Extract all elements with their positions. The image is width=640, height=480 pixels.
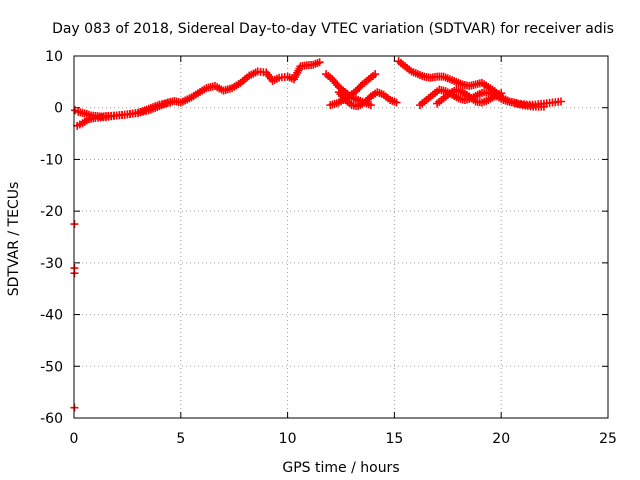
x-tick-label: 0 bbox=[70, 431, 79, 447]
x-tick-label: 10 bbox=[279, 431, 297, 447]
y-tick-label: 0 bbox=[54, 101, 63, 117]
series-track-B bbox=[73, 98, 175, 130]
data-point bbox=[497, 89, 506, 98]
grid bbox=[74, 56, 608, 418]
x-tick-label: 5 bbox=[176, 431, 185, 447]
y-tick-label: 10 bbox=[45, 49, 63, 65]
chart-title: Day 083 of 2018, Sidereal Day-to-day VTE… bbox=[52, 21, 614, 37]
y-tick-label: -10 bbox=[40, 152, 63, 168]
data-point bbox=[166, 98, 175, 107]
x-axis-label: GPS time / hours bbox=[282, 460, 399, 476]
y-tick-label: -60 bbox=[40, 411, 63, 427]
y-tick-label: -30 bbox=[40, 256, 63, 272]
y-tick-label: -40 bbox=[40, 308, 63, 324]
series-track-E bbox=[326, 70, 380, 110]
y-axis-label: SDTVAR / TECUs bbox=[6, 182, 22, 297]
y-tick-label: -50 bbox=[40, 359, 63, 375]
data-point bbox=[392, 98, 401, 107]
x-tick-label: 20 bbox=[492, 431, 510, 447]
data-points bbox=[70, 57, 566, 412]
data-point bbox=[366, 101, 375, 110]
data-point bbox=[315, 58, 324, 67]
x-tick-label: 25 bbox=[599, 431, 617, 447]
x-tick-label: 15 bbox=[385, 431, 403, 447]
data-point bbox=[557, 97, 566, 106]
plot-frame bbox=[73, 55, 609, 419]
data-point bbox=[539, 102, 548, 111]
y-tick-label: -20 bbox=[40, 204, 63, 220]
series-track-H bbox=[433, 85, 506, 108]
series-track-G bbox=[416, 85, 548, 111]
series-track-A bbox=[71, 58, 324, 121]
data-point bbox=[371, 70, 380, 79]
